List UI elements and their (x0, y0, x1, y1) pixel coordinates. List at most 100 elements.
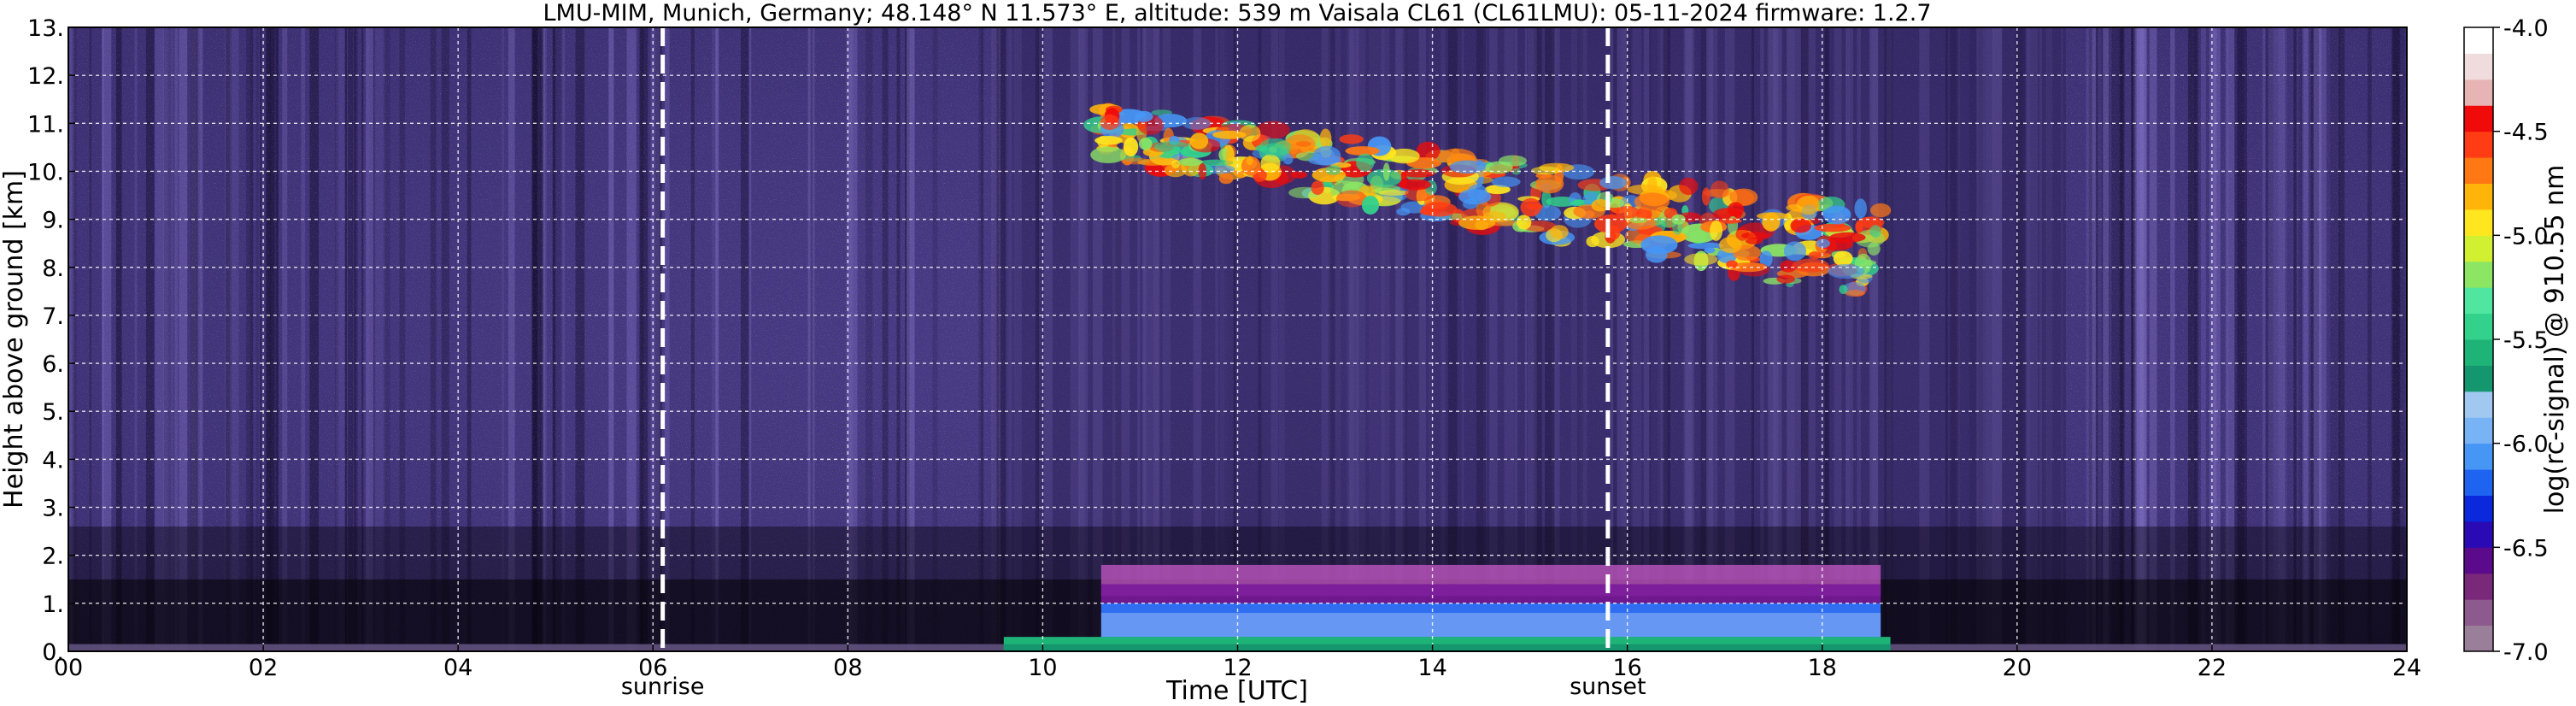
cloud-cell (1345, 146, 1380, 156)
cloud-cell (1727, 202, 1745, 217)
cloud-cell (1282, 153, 1294, 165)
y-tick-label: 6. (42, 351, 64, 378)
cloud-cell (1164, 163, 1187, 178)
colorbar-segment (2464, 183, 2493, 210)
y-tick-label: 8. (42, 256, 64, 282)
cloud-cell (1311, 180, 1324, 196)
x-axis-ticks: 00 02 04 06 08 10 12 14 16 18 20 22 24 (54, 644, 2421, 681)
y-tick-label: 3. (42, 496, 64, 522)
cloud-cell (1398, 179, 1432, 191)
cloud-cell (1704, 247, 1716, 254)
colorbar-tick-label: -5.5 (2503, 327, 2549, 354)
cloud-cell (1396, 208, 1411, 216)
cloud-cell (1523, 221, 1557, 232)
cloud-cell (1520, 197, 1541, 217)
cloud-cell (1684, 253, 1718, 266)
cloud-cell (1783, 241, 1807, 262)
chart-title: LMU-MIM, Munich, Germany; 48.148° N 11.5… (543, 0, 1931, 26)
cloud-cell (1482, 211, 1506, 222)
cloud-cell (1291, 171, 1308, 179)
plot-area (68, 27, 2407, 651)
cloud-cell (1640, 235, 1678, 255)
cloud-cell (1382, 162, 1390, 181)
cloud-cell (1759, 250, 1773, 268)
aerosol-light (1100, 613, 1881, 638)
x-tick-label: 04 (443, 655, 472, 681)
cloud-cell (1550, 225, 1569, 239)
colorbar-label: log(rc-signal) @ 910.55 nm (2540, 165, 2570, 515)
x-tick-label: 16 (1612, 655, 1641, 681)
y-tick-label: 7. (42, 303, 64, 330)
cloud-cell (1491, 176, 1521, 188)
colorbar-segment (2464, 365, 2493, 392)
cloud-cell (1719, 237, 1742, 254)
cloud-cell (1808, 250, 1822, 260)
cloud-cell (1335, 190, 1367, 208)
cloud-cell (1735, 227, 1749, 241)
sun-markers (660, 27, 1611, 651)
cloud-cell (1516, 215, 1532, 230)
x-tick-label: 18 (1808, 655, 1837, 681)
marker-label-sunset: sunset (1570, 674, 1646, 700)
cloud-cell (1531, 166, 1561, 175)
cloud-cell (1339, 134, 1364, 144)
colorbar-segment (2464, 521, 2493, 548)
colorbar-segment (2464, 469, 2493, 496)
cloud-cell (1135, 110, 1153, 122)
colorbar-segment (2464, 443, 2493, 470)
y-axis-ticks: 0. 1. 2. 3. 4. 5. 6. 7. 8. 9. 10. 11. 12. 13. (27, 15, 75, 666)
cloud-cell (1319, 128, 1332, 149)
cloud-cell (1535, 174, 1564, 194)
cloud-cell (1845, 290, 1865, 297)
y-tick-label: 13. (27, 15, 64, 42)
cloud-cell (1855, 221, 1863, 233)
y-tick-label: 12. (27, 63, 64, 90)
x-tick-label: 12 (1223, 655, 1252, 681)
cloud-cell (1325, 165, 1342, 175)
colorbar-tick-label: -7.0 (2503, 639, 2549, 666)
colorbar (2463, 26, 2494, 652)
colorbar-segment (2464, 339, 2493, 366)
colorbar-segment (2464, 417, 2493, 444)
cloud-cell (1189, 132, 1209, 150)
cloud-cell (1634, 192, 1670, 211)
y-tick-label: 9. (42, 208, 64, 234)
cloud-cell (1246, 156, 1253, 166)
x-tick-label: 22 (2198, 655, 2227, 681)
cloud-cell (1607, 225, 1621, 240)
x-tick-label: 20 (2003, 655, 2032, 681)
colorbar-segment (2464, 287, 2493, 315)
cloud-cell (1139, 137, 1153, 150)
cloud-cell (1438, 148, 1476, 164)
cloud-cell (1839, 285, 1848, 295)
grid-lines (68, 27, 2407, 651)
colorbar-tick-label: -6.0 (2503, 432, 2549, 458)
colorbar-ticks: -4.0 -4.5 -5.0 -5.5 -6.0 -6.5 -7.0 (2493, 15, 2549, 666)
y-tick-label: 5. (42, 399, 64, 426)
cloud-cell (1679, 177, 1699, 196)
cloud-cell (1090, 146, 1127, 164)
x-tick-label: 06 (638, 655, 667, 681)
cloud-cell (1467, 184, 1488, 202)
cloud-cell (1153, 140, 1190, 154)
cloud-cell (1094, 136, 1123, 145)
cloud-cell (1388, 148, 1420, 164)
cloud-cell (1225, 148, 1234, 167)
y-tick-label: 10. (27, 159, 64, 185)
cloud-cell (1378, 190, 1409, 196)
cloud-cell (1869, 225, 1881, 238)
cloud-cell (1356, 153, 1375, 173)
y-tick-label: 11. (27, 111, 64, 138)
y-tick-label: 2. (42, 544, 64, 570)
x-tick-label: 02 (249, 655, 278, 681)
y-tick-label: 0. (42, 639, 64, 666)
cloud-cell (1779, 260, 1797, 273)
clear-sky-region (1003, 27, 2066, 651)
colorbar-tick-label: -4.0 (2503, 15, 2549, 42)
cloud-cell (1776, 274, 1795, 284)
cloud-cell (1449, 160, 1487, 174)
cloud-cell (1703, 189, 1733, 197)
colorbar-segment (2464, 53, 2493, 80)
colorbar-segment (2464, 131, 2493, 158)
